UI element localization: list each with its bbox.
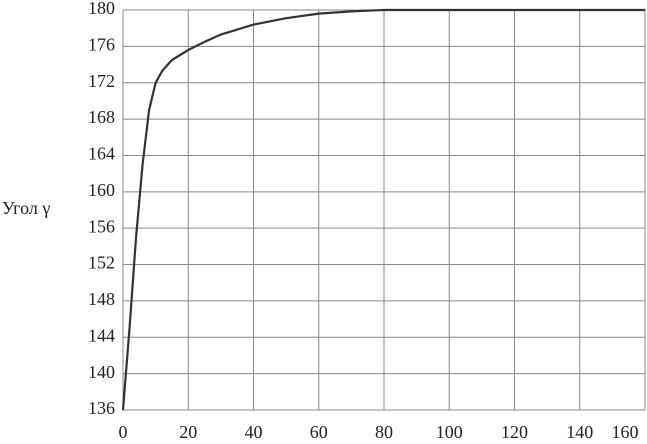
line: [121, 8, 645, 411]
y-tick-label: 152: [88, 253, 115, 273]
y-tick-label: 144: [88, 325, 115, 345]
y-tick-label: 160: [88, 180, 115, 200]
y-tick-label: 164: [88, 144, 115, 164]
x-tick-label: 100: [436, 422, 463, 442]
y-tick-label: 140: [88, 362, 115, 382]
x-tick-label: 20: [179, 422, 197, 442]
y-tick-label: 180: [88, 0, 115, 18]
x-tick-label: 40: [245, 422, 263, 442]
x-tick-label: 140: [566, 422, 593, 442]
y-tick-label: 148: [88, 289, 115, 309]
y-tick-label: 172: [88, 71, 115, 91]
y-tick-label: 156: [88, 216, 115, 236]
x-tick-label: 80: [375, 422, 393, 442]
x-tick-label: 60: [310, 422, 328, 442]
y-axis-label: Угол γ: [2, 198, 50, 218]
x-tick-label: 120: [501, 422, 528, 442]
y-tick-label: 168: [88, 107, 115, 127]
x-tick-label: 160: [612, 422, 639, 442]
y-tick-label: 176: [88, 34, 115, 54]
x-tick-label: 0: [119, 422, 128, 442]
y-tick-label: 136: [88, 398, 115, 418]
